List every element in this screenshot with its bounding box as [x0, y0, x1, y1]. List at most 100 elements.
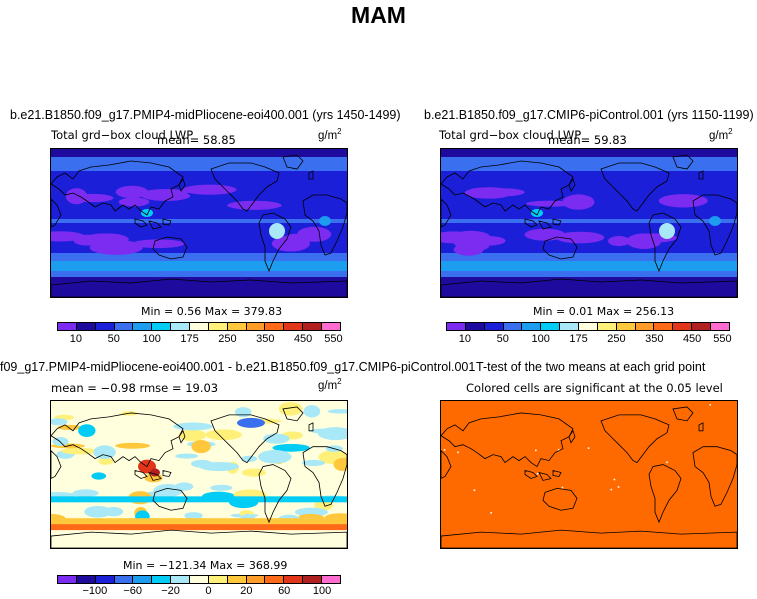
dry-region [65, 188, 88, 205]
sh-negative-band [51, 496, 347, 503]
itcz-band [51, 219, 347, 223]
colorbar-tick-label: 450 [293, 333, 313, 345]
colorbar-swatch [284, 323, 304, 330]
colorbar-tick-label: 0 [205, 585, 212, 597]
diff-patch [301, 459, 326, 467]
coastline [568, 178, 576, 192]
coastline [698, 170, 704, 180]
panel3-minmax: Min = −121.34 Max = 368.99 [123, 559, 288, 572]
colorbar-swatch [171, 323, 191, 330]
diff-patch [258, 450, 292, 464]
diff-patch [210, 484, 233, 491]
antarctic-band [51, 277, 347, 297]
insignificant-cell [535, 449, 537, 452]
coastline [692, 446, 737, 507]
coastline [672, 406, 694, 422]
panel3-stats: mean = −0.98 rmse = 19.03 [51, 381, 219, 395]
colorbar-tick-label: 100 [142, 333, 161, 345]
insignificant-cell [613, 478, 616, 481]
coastline [441, 278, 737, 297]
colorbar-tick-label: −20 [161, 585, 180, 597]
colorbar-swatch [484, 323, 504, 330]
coastline [152, 236, 188, 260]
coastline [258, 464, 292, 524]
sh-storm-core [441, 261, 737, 271]
coastline [178, 429, 186, 444]
colorbar-tick-label: 60 [278, 585, 291, 597]
coastline [648, 464, 682, 524]
panel2-colorbar-ticks: 10 50 100 175 250 350 450 550 [446, 333, 732, 347]
insignificant-cell [709, 404, 712, 406]
colorbar-tick-label: 175 [569, 333, 588, 345]
colorbar-swatch [190, 576, 209, 583]
colorbar-swatch [227, 323, 247, 330]
colorbar-swatch [95, 323, 115, 330]
diff-patch [57, 424, 82, 430]
sh-storm-core [51, 261, 347, 271]
coastline [542, 487, 578, 511]
insignificant-cell [561, 486, 564, 489]
diff-patch [234, 407, 252, 418]
colorbar-swatch [114, 576, 134, 583]
colorbar-tick-label: 350 [256, 333, 275, 345]
coastline [51, 412, 184, 468]
dry-region [607, 236, 631, 247]
colorbar-swatch [522, 323, 542, 330]
dry-region [297, 226, 332, 242]
diff-patch [310, 428, 338, 434]
colorbar-tick-label: 50 [107, 333, 120, 345]
panel2-title: b.e21.B1850.f09_g17.CMIP6-piControl.001 … [424, 108, 754, 122]
colorbar-tick-label: 20 [240, 585, 253, 597]
colorbar-swatch [503, 323, 523, 330]
coastline [648, 212, 682, 273]
coastline [692, 194, 737, 256]
colorbar-swatch [152, 576, 172, 583]
diff-patch [91, 472, 107, 480]
amazon-lwp [269, 223, 285, 239]
colorbar-swatch [560, 323, 580, 330]
diff-patch [272, 443, 310, 452]
colorbar-tick-label: −60 [123, 585, 143, 597]
diff-patch [178, 429, 207, 442]
coastline [152, 487, 188, 511]
coastline [698, 422, 704, 432]
dry-region [51, 231, 85, 242]
colorbar-swatch [58, 323, 77, 330]
diff-patch [51, 418, 68, 426]
coastline [51, 278, 347, 297]
coastline [441, 450, 452, 479]
panel2-mean: mean= 59.83 [548, 133, 627, 147]
dry-region [464, 187, 513, 199]
colorbar-swatch [133, 323, 153, 330]
panel2-subtitle: Total grd−box cloud LWP [439, 128, 582, 142]
colorbar-tick-label: 250 [218, 333, 237, 345]
colorbar-swatch [58, 576, 77, 583]
coastline [282, 154, 304, 170]
dry-region [118, 197, 150, 207]
colorbar-swatch [673, 323, 693, 330]
diff-patch [191, 439, 211, 454]
coastline [568, 429, 576, 444]
insignificant-cell [666, 461, 668, 464]
itcz-band [441, 219, 737, 223]
dry-region [468, 235, 506, 246]
coastline [258, 212, 292, 273]
congo-lwp [709, 216, 721, 226]
se-asia-lwp [141, 209, 153, 217]
panel3-colorbar-ticks: −100 −60 −20 0 20 60 100 [57, 585, 341, 599]
coastline [441, 412, 574, 468]
diff-patch [175, 482, 194, 491]
se-asia-lwp [531, 209, 543, 217]
colorbar-swatch [711, 323, 729, 330]
insignificant-cell [473, 489, 476, 492]
diff-patch [93, 445, 116, 460]
panel4-map [440, 400, 738, 549]
dry-region [131, 239, 185, 249]
colorbar-swatch [322, 576, 340, 583]
arctic-band [51, 149, 347, 157]
coastline [51, 198, 62, 228]
colorbar-swatch [616, 323, 636, 330]
colorbar-swatch [635, 323, 655, 330]
dry-region [283, 233, 306, 248]
diff-patch [199, 461, 240, 472]
